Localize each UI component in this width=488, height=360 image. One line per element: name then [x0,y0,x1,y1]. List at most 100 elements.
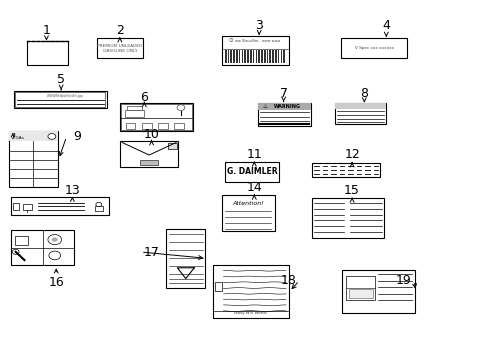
Bar [127,106,142,110]
Circle shape [96,202,102,207]
Bar [212,265,288,318]
Text: ⊙: ⊙ [228,38,232,43]
Text: WWWWhfdjskfhjksfhk ppp: WWWWhfdjskfhjksfhk ppp [47,94,82,98]
Text: 1: 1 [42,24,50,37]
Text: 11: 11 [246,148,262,161]
Bar [257,103,311,126]
Text: 3: 3 [255,19,263,32]
Bar [97,38,143,58]
Bar [142,123,151,129]
Bar [272,50,273,63]
Bar [11,197,108,215]
Bar [334,103,386,124]
Text: 6: 6 [140,91,148,104]
Bar [166,229,205,288]
Text: WARNING: WARNING [273,104,300,109]
Bar [11,230,74,265]
Bar [346,276,374,300]
Bar [280,50,282,63]
Bar [120,141,178,167]
Bar [9,131,58,141]
Circle shape [12,249,19,254]
Bar [311,198,384,238]
Bar [261,50,262,63]
Bar [125,123,135,129]
Bar [255,50,257,63]
Bar [9,131,58,187]
Text: 17: 17 [143,246,159,258]
Bar [266,50,268,63]
Text: V Spec xxx xxxxxx: V Spec xxx xxxxxx [354,46,393,50]
Bar [14,91,106,108]
Circle shape [49,251,61,260]
Bar [27,41,68,65]
Text: VEGAs: VEGAs [11,136,25,140]
Text: 7: 7 [279,87,287,100]
Bar [221,195,275,231]
Bar [222,36,288,65]
Text: Waxy W% Words: Waxy W% Words [234,311,266,315]
Bar [249,50,251,63]
Bar [167,143,176,149]
Bar [15,92,105,107]
Bar [334,103,386,109]
Bar [342,270,414,313]
Bar [244,50,245,63]
Bar [246,50,248,63]
Text: 14: 14 [246,181,262,194]
Circle shape [52,238,58,242]
Text: 10: 10 [143,129,159,141]
Circle shape [177,105,184,111]
Bar [269,50,270,63]
Text: 15: 15 [344,184,359,197]
Bar [120,103,193,131]
Text: 18: 18 [280,274,296,287]
Text: AI: AI [11,133,17,138]
Text: 13: 13 [64,184,80,197]
Bar [252,50,254,63]
Circle shape [48,235,61,245]
Bar [233,50,234,63]
Text: Attention!: Attention! [232,201,264,206]
Bar [257,103,311,109]
Bar [121,104,191,130]
Bar [214,282,221,292]
Bar [15,236,28,245]
Text: PREMIUM UNLEADED: PREMIUM UNLEADED [97,44,142,48]
Text: 19: 19 [395,274,410,287]
Text: 4: 4 [382,19,389,32]
Bar [277,50,279,63]
Bar [341,38,407,58]
Bar [238,50,240,63]
Text: G. DAIMLER: G. DAIMLER [226,167,277,176]
Bar [13,203,19,210]
Bar [174,123,183,129]
Text: GASOLINE ONLY: GASOLINE ONLY [102,49,137,53]
Text: 8: 8 [360,87,367,100]
Text: ww Xlauullim-  www www: ww Xlauullim- www www [234,39,280,42]
Bar [348,289,372,298]
Text: 2: 2 [116,24,123,37]
Bar [224,162,278,182]
Bar [158,123,167,129]
Bar [236,50,237,63]
Bar [241,50,243,63]
Bar [23,204,32,210]
Text: 16: 16 [48,276,64,289]
Bar [227,50,229,63]
Bar [95,206,102,211]
Text: 9: 9 [73,130,81,143]
Bar [311,163,380,177]
Bar [283,50,285,63]
Bar [230,50,232,63]
Bar [224,50,226,63]
Bar [140,160,158,165]
Circle shape [48,134,56,139]
Text: ⚠: ⚠ [262,104,267,109]
Text: 12: 12 [344,148,359,161]
Bar [274,50,276,63]
Bar [124,110,144,117]
Text: 5: 5 [57,73,65,86]
Bar [258,50,260,63]
Bar [264,50,265,63]
